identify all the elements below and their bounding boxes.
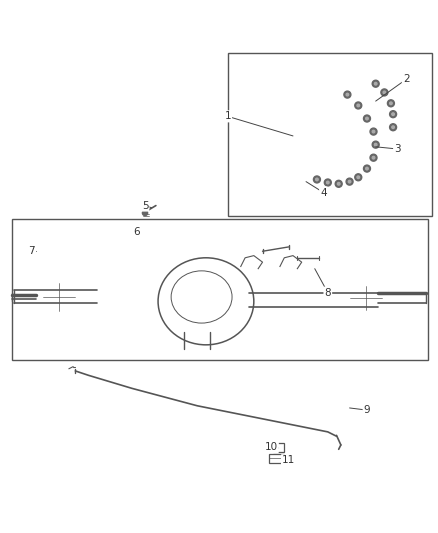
- Text: 6: 6: [133, 227, 140, 237]
- Bar: [12, 219, 428, 360]
- Bar: [43, 282, 75, 311]
- Text: 8: 8: [325, 288, 331, 297]
- Circle shape: [346, 178, 353, 185]
- Circle shape: [372, 156, 375, 159]
- Text: 10: 10: [265, 442, 278, 452]
- Circle shape: [374, 83, 377, 85]
- Circle shape: [326, 181, 329, 184]
- Circle shape: [348, 180, 351, 183]
- Circle shape: [390, 124, 396, 131]
- Circle shape: [381, 89, 388, 96]
- Circle shape: [383, 91, 386, 94]
- Circle shape: [335, 180, 342, 187]
- Bar: [36, 284, 73, 308]
- Bar: [273, 443, 284, 453]
- Circle shape: [392, 113, 394, 116]
- Text: 9: 9: [364, 405, 370, 415]
- Circle shape: [314, 176, 321, 183]
- Circle shape: [388, 100, 394, 107]
- Text: 7: 7: [28, 246, 35, 256]
- Circle shape: [374, 143, 377, 146]
- Circle shape: [392, 126, 394, 128]
- Bar: [269, 454, 284, 463]
- Circle shape: [372, 80, 379, 87]
- Text: 4: 4: [320, 188, 327, 198]
- Circle shape: [364, 165, 371, 172]
- Circle shape: [370, 154, 377, 161]
- Circle shape: [357, 104, 360, 107]
- Text: 5: 5: [142, 200, 148, 211]
- Circle shape: [337, 182, 340, 185]
- Circle shape: [316, 178, 318, 181]
- Text: 11: 11: [282, 455, 295, 465]
- Bar: [228, 53, 432, 216]
- Circle shape: [366, 117, 368, 120]
- Circle shape: [390, 111, 396, 118]
- Bar: [350, 286, 382, 310]
- Circle shape: [357, 176, 360, 179]
- Circle shape: [355, 102, 362, 109]
- Circle shape: [344, 91, 351, 98]
- Text: 2: 2: [403, 75, 410, 84]
- Circle shape: [370, 128, 377, 135]
- Circle shape: [355, 174, 362, 181]
- Text: 3: 3: [394, 144, 401, 154]
- Circle shape: [390, 102, 392, 104]
- Circle shape: [372, 130, 375, 133]
- Circle shape: [346, 93, 349, 96]
- Circle shape: [324, 179, 331, 186]
- Circle shape: [366, 167, 368, 170]
- Circle shape: [364, 115, 371, 122]
- Circle shape: [142, 211, 148, 215]
- Text: 1: 1: [224, 111, 231, 122]
- Circle shape: [372, 141, 379, 148]
